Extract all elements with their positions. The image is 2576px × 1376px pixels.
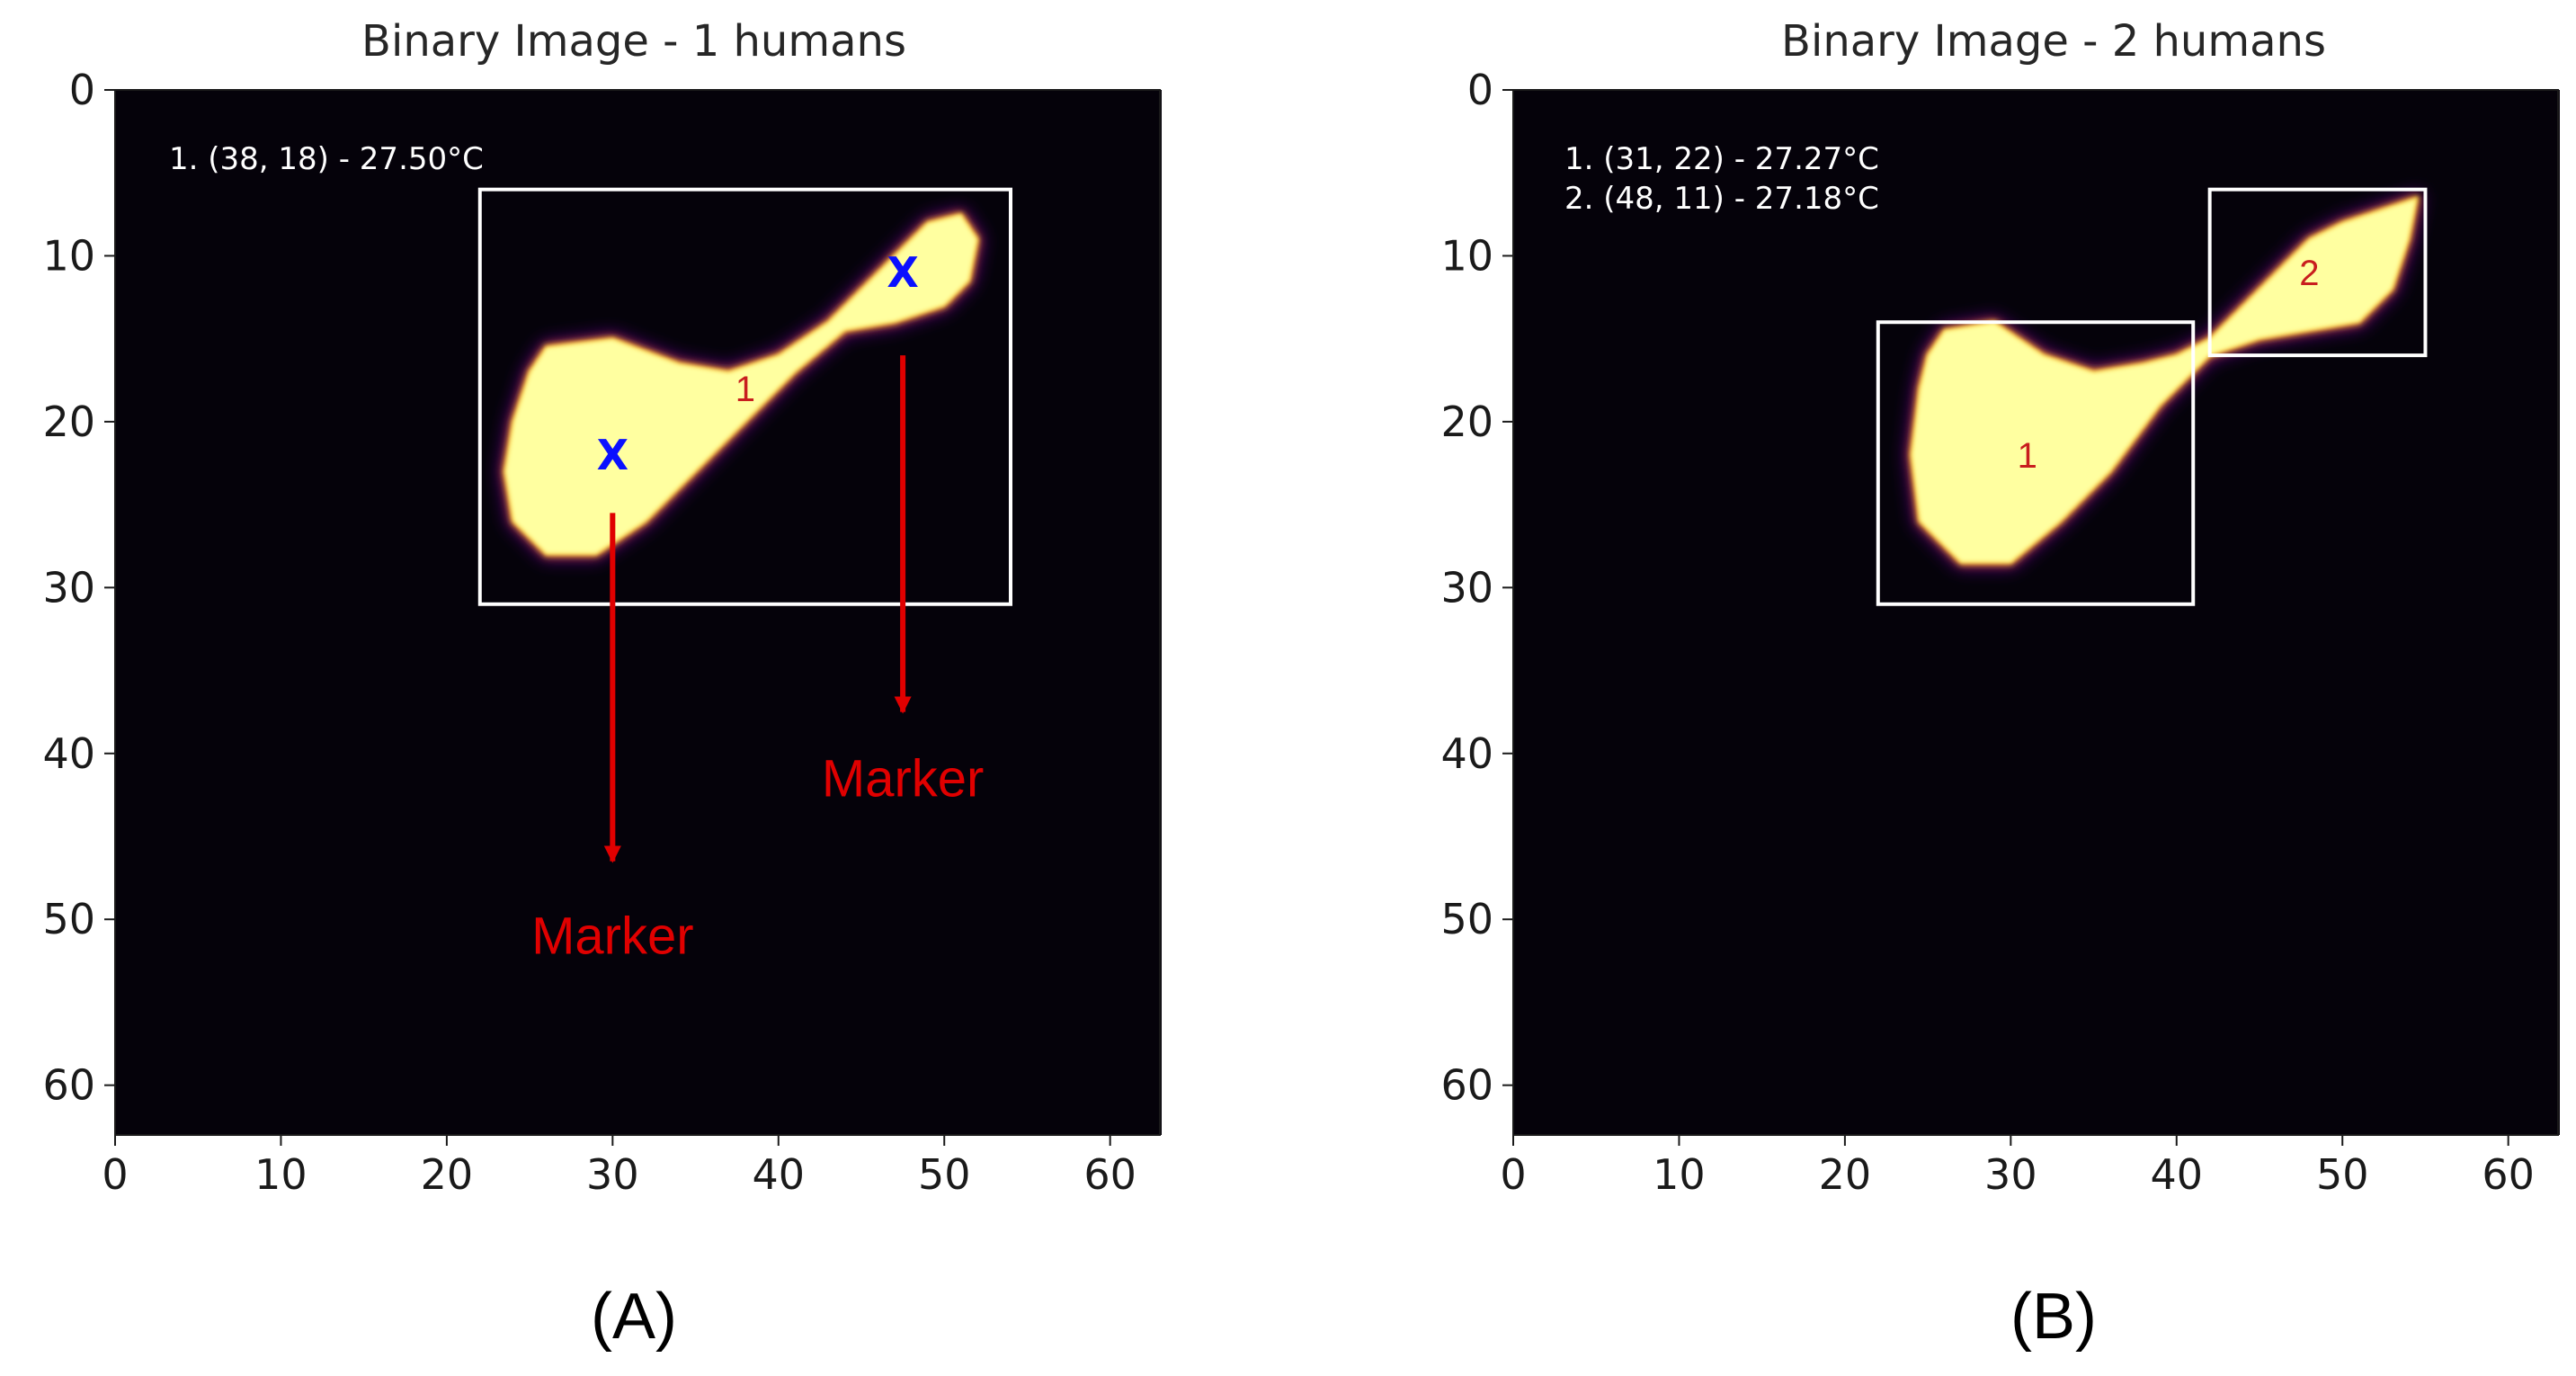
panel-caption: (B)	[2010, 1281, 2097, 1353]
x-tick-label: 0	[102, 1150, 128, 1199]
bounding-box	[477, 187, 1012, 606]
x-tick-label: 10	[1653, 1150, 1706, 1199]
bounding-box	[1876, 320, 2196, 606]
region-label: 2	[2299, 254, 2319, 293]
y-tick-label: 0	[1467, 66, 1493, 114]
chart-title: Binary Image - 2 humans	[1781, 16, 2326, 67]
bounding-box-layer: 12	[1876, 187, 2428, 606]
x-tick-label: 40	[2151, 1150, 2204, 1199]
y-tick-label: 60	[42, 1061, 95, 1110]
x-tick-label: 20	[1819, 1150, 1872, 1199]
centroid-marker: X	[887, 248, 918, 297]
y-tick-label: 0	[69, 66, 95, 114]
y-tick-label: 10	[42, 231, 95, 280]
x-tick-label: 50	[918, 1150, 971, 1199]
x-tick-label: 20	[421, 1150, 474, 1199]
x-tick-label: 0	[1500, 1150, 1526, 1199]
blob	[1910, 196, 2419, 565]
coordinate-readout: 1. (31, 22) - 27.27°C	[1564, 141, 1879, 177]
axis-frame	[114, 89, 1161, 1136]
chart-title: Binary Image - 1 humans	[361, 16, 906, 67]
marker-label: Marker	[822, 749, 984, 808]
y-tick-label: 20	[1440, 398, 1493, 446]
x-tick-label: 50	[2316, 1150, 2369, 1199]
panel-b: Binary Image - 2 humans 12 1. (31, 22) -…	[1440, 16, 2560, 1353]
x-tick-label: 60	[2482, 1150, 2535, 1199]
axis-frame	[1512, 89, 2559, 1136]
y-tick-label: 10	[1440, 231, 1493, 280]
overlay-layer: X X Marker Marker	[531, 248, 984, 966]
x-tick-label: 40	[753, 1150, 806, 1199]
y-tick-label: 30	[42, 563, 95, 612]
centroid-marker: X	[597, 431, 628, 479]
region-label: 1	[735, 370, 755, 409]
y-tick-label: 50	[42, 895, 95, 943]
y-tick-label: 40	[1440, 729, 1493, 778]
x-tick-label: 10	[254, 1150, 308, 1199]
bounding-box	[2207, 187, 2428, 358]
blob	[503, 212, 979, 556]
marker-label: Marker	[531, 907, 693, 966]
x-tick-label: 30	[586, 1150, 639, 1199]
region-label: 1	[2018, 436, 2037, 476]
y-tick-label: 50	[1440, 895, 1493, 943]
x-tick-label: 60	[1083, 1150, 1136, 1199]
panel-a: Binary Image - 1 humans 1 X X Marker Marker…	[42, 16, 1162, 1353]
x-tick-label: 30	[1984, 1150, 2037, 1199]
coordinate-readout: 1. (38, 18) - 27.50°C	[169, 141, 484, 177]
y-tick-label: 60	[1440, 1061, 1493, 1110]
coordinate-readout: 2. (48, 11) - 27.18°C	[1564, 181, 1879, 217]
y-tick-label: 30	[1440, 563, 1493, 612]
panel-caption: (A)	[591, 1281, 677, 1353]
bounding-box-layer: 1	[477, 187, 1012, 606]
y-tick-label: 40	[42, 729, 95, 778]
y-tick-label: 20	[42, 398, 95, 446]
plot-area	[115, 90, 1162, 1135]
blob-layer	[498, 208, 985, 561]
blob-layer	[1904, 191, 2424, 569]
